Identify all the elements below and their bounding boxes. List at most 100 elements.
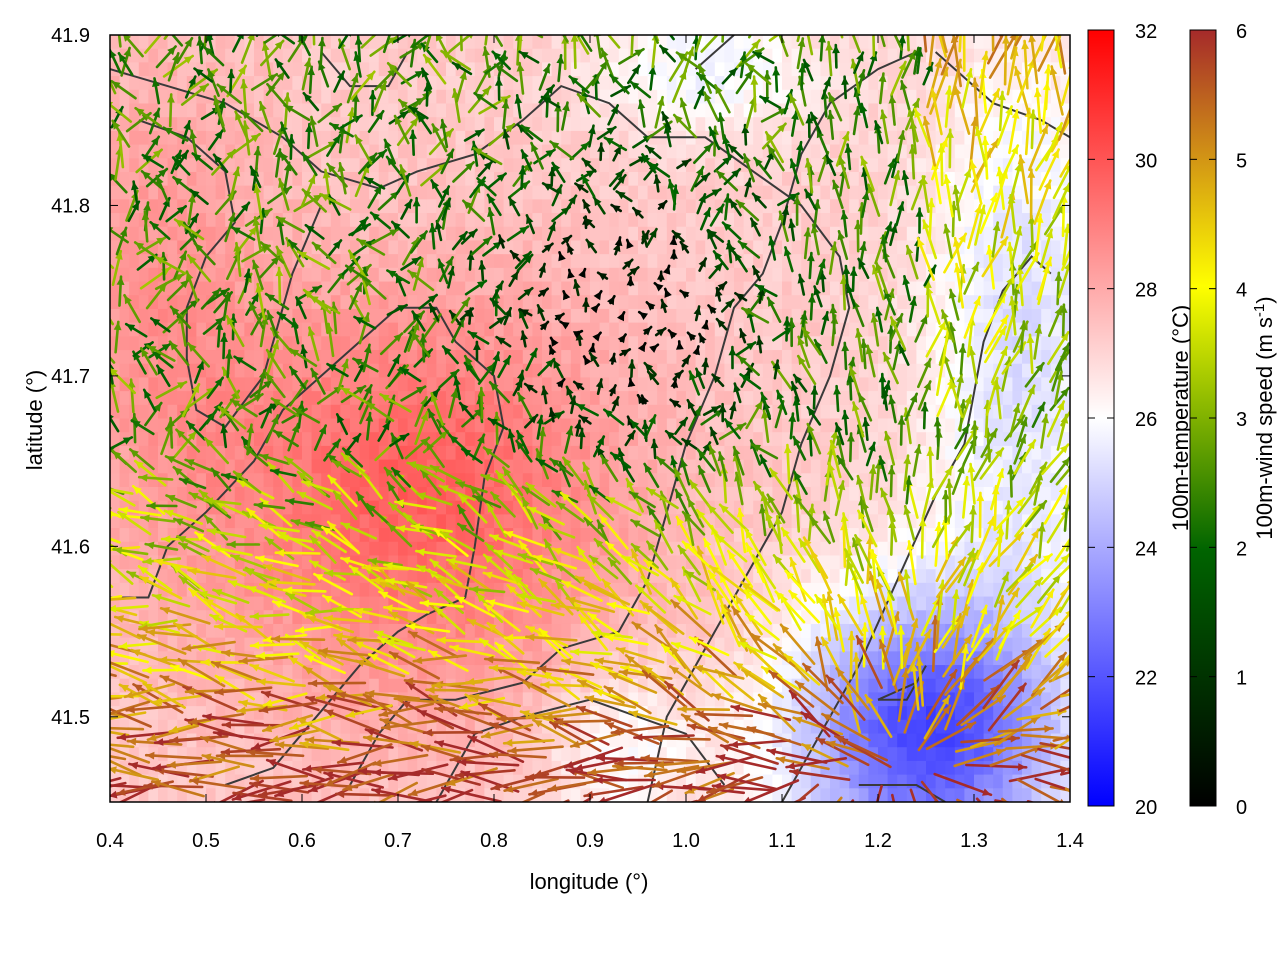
heatmap-cell	[878, 185, 889, 200]
heatmap-cell	[570, 240, 581, 255]
heatmap-cell	[609, 117, 620, 132]
heatmap-cell	[820, 185, 831, 200]
heatmap-cell	[292, 445, 303, 461]
heatmap-cell	[148, 596, 159, 611]
heatmap-cell	[926, 500, 937, 515]
heatmap-cell	[359, 418, 370, 433]
heatmap-cell	[378, 363, 389, 379]
heatmap-cell	[282, 418, 293, 433]
heatmap-cell	[158, 103, 169, 118]
heatmap-cell	[494, 445, 505, 461]
heatmap-cell	[369, 48, 380, 63]
heatmap-cell	[321, 199, 332, 214]
heatmap-cell	[839, 706, 850, 721]
heatmap-cell	[484, 322, 495, 337]
heatmap-cell	[340, 213, 351, 228]
heatmap-cell	[734, 363, 745, 379]
heatmap-cell	[638, 267, 649, 283]
heatmap-cell	[206, 432, 217, 447]
heatmap-cell	[695, 267, 706, 283]
heatmap-cell	[590, 363, 601, 379]
heatmap-cell	[897, 733, 908, 748]
heatmap-cell	[666, 514, 677, 529]
heatmap-cell	[148, 144, 159, 159]
heatmap-cell	[590, 555, 601, 570]
heatmap-cell	[753, 774, 764, 789]
heatmap-cell	[935, 171, 946, 187]
heatmap-cell	[734, 774, 745, 789]
heatmap-cell	[330, 171, 341, 187]
heatmap-cell	[302, 199, 313, 214]
heatmap-cell	[753, 130, 764, 146]
heatmap-cell	[119, 35, 130, 50]
heatmap-cell	[359, 336, 370, 351]
heatmap-cell	[138, 733, 149, 748]
heatmap-cell	[282, 788, 293, 802]
heatmap-cell	[359, 89, 370, 105]
heatmap-cell	[503, 582, 514, 598]
heatmap-cell	[110, 89, 121, 105]
heatmap-cell	[503, 418, 514, 433]
heatmap-cell	[474, 308, 485, 324]
heatmap-cell	[330, 692, 341, 707]
heatmap-cell	[897, 774, 908, 789]
heatmap-cell	[676, 226, 687, 242]
heatmap-cell	[484, 404, 495, 420]
heatmap-cell	[570, 747, 581, 762]
heatmap-cell	[772, 185, 783, 200]
heatmap-cell	[503, 158, 514, 173]
heatmap-cell	[215, 185, 226, 200]
heatmap-cell	[225, 651, 236, 666]
heatmap-cell	[666, 445, 677, 461]
heatmap-cell	[378, 48, 389, 63]
heatmap-cell	[897, 473, 908, 488]
heatmap-cell	[398, 377, 409, 392]
heatmap-cell	[666, 610, 677, 625]
heatmap-cell	[119, 254, 130, 269]
heatmap-cell	[858, 117, 869, 132]
heatmap-cell	[801, 130, 812, 146]
heatmap-cell	[455, 226, 466, 242]
heatmap-cell	[158, 623, 169, 639]
heatmap-cell	[590, 308, 601, 324]
heatmap-cell	[878, 528, 889, 543]
heatmap-cell	[378, 432, 389, 447]
heatmap-cell	[311, 199, 322, 214]
heatmap-cell	[167, 747, 178, 762]
heatmap-cell	[945, 336, 956, 351]
heatmap-cell	[119, 774, 130, 789]
heatmap-cell	[743, 103, 754, 118]
heatmap-cell	[273, 226, 284, 242]
heatmap-cell	[830, 418, 841, 433]
heatmap-cell	[292, 486, 303, 502]
heatmap-cell	[196, 185, 207, 200]
heatmap-cell	[436, 610, 447, 625]
heatmap-cell	[110, 651, 121, 666]
heatmap-cell	[657, 623, 668, 639]
heatmap-cell	[878, 541, 889, 557]
heatmap-cell	[810, 541, 821, 557]
heatmap-cell	[618, 62, 629, 77]
heatmap-cell	[158, 117, 169, 132]
heatmap-cell	[426, 528, 437, 543]
heatmap-cell	[215, 623, 226, 639]
heatmap-cell	[590, 35, 601, 50]
heatmap-cell	[628, 404, 639, 420]
heatmap-cell	[186, 336, 197, 351]
heatmap-cell	[340, 226, 351, 242]
heatmap-cell	[513, 610, 524, 625]
heatmap-cell	[196, 473, 207, 488]
heatmap-cell	[234, 596, 245, 611]
heatmap-cell	[734, 651, 745, 666]
heatmap-cell	[906, 637, 917, 652]
heatmap-cell	[513, 213, 524, 228]
heatmap-cell	[666, 267, 677, 283]
heatmap-cell	[225, 514, 236, 529]
heatmap-cell	[916, 418, 927, 433]
heatmap-cell	[638, 404, 649, 420]
heatmap-cell	[158, 350, 169, 365]
heatmap-cell	[234, 213, 245, 228]
heatmap-cell	[926, 322, 937, 337]
heatmap-cell	[244, 199, 255, 214]
heatmap-cell	[743, 445, 754, 461]
